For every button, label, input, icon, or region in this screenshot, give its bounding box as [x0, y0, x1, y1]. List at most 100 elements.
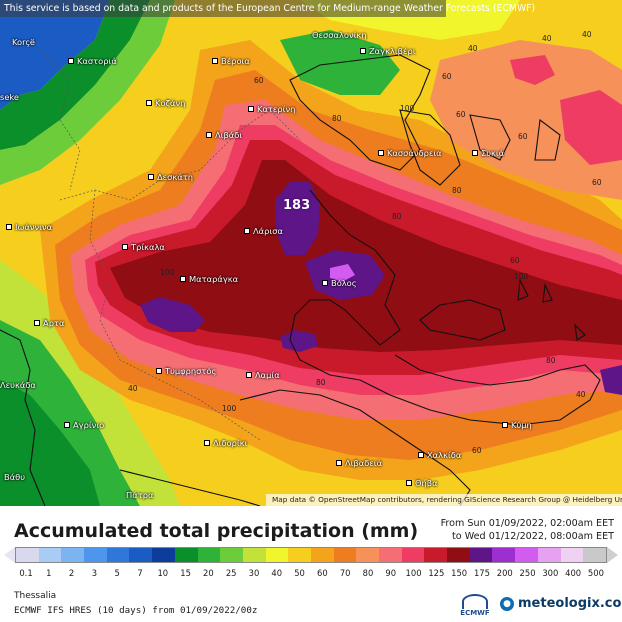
period-from: From Sun 01/09/2022, 02:00am EET [440, 518, 614, 529]
ecmwf-notice-banner: This service is based on data and produc… [0, 0, 535, 17]
city-marker: Λιδορίκι [204, 438, 247, 448]
city-label: Ζαγκλιβέρι [369, 46, 416, 56]
scale-bin [220, 548, 243, 562]
city-label: Καστοριά [77, 56, 117, 66]
region-name: Thessalia [14, 591, 57, 601]
city-dot [244, 228, 250, 234]
city-marker: Korçë [12, 37, 35, 47]
city-marker: seke [0, 92, 19, 102]
scale-tick-labels: 0.1 1 2 3 5 7 10 15 20 25 30 40 50 60 70 80 90 100 125 150 1… [15, 568, 607, 578]
scale-tick-label: 40 [271, 568, 283, 578]
city-dot [336, 460, 342, 466]
city-dot [146, 100, 152, 106]
city-label: seke [0, 92, 20, 102]
city-label: Θεσσαλονίκη [312, 30, 367, 40]
scale-tick-label: 25 [225, 568, 237, 578]
scale-tick-label: 250 [519, 568, 536, 578]
contour-label: 60 [510, 256, 520, 265]
color-scale [4, 547, 618, 563]
brand-name: meteologix.com [518, 596, 622, 611]
city-marker: Άρτα [34, 318, 64, 328]
contour-label: 80 [316, 378, 326, 387]
scale-tick-label: 100 [405, 568, 422, 578]
scale-bin [469, 548, 493, 562]
city-dot [6, 224, 12, 230]
city-marker: Πάτρα [126, 490, 153, 500]
city-marker: Λαμία [246, 370, 280, 380]
scale-tick-label: 300 [542, 568, 559, 578]
city-dot [64, 422, 70, 428]
city-marker: Βέροια [212, 56, 250, 66]
scale-bin [61, 548, 85, 562]
contour-label: 80 [392, 212, 402, 221]
scale-tick-label: 500 [587, 568, 604, 578]
contour-label: 40 [582, 30, 592, 39]
forecast-period: From Sun 01/09/2022, 02:00am EET to Wed … [441, 518, 614, 543]
scale-bin [288, 548, 311, 562]
contour-label: 40 [128, 384, 138, 393]
city-label: Korçë [12, 37, 35, 47]
city-marker: Λάρισα [244, 226, 283, 236]
contour-label: 40 [576, 390, 586, 399]
scale-tick-label: 60 [317, 568, 328, 578]
ecmwf-logo-icon [462, 594, 488, 609]
scale-bin [560, 548, 584, 562]
city-dot [68, 58, 74, 64]
scale-bin [401, 548, 425, 562]
scale-tick-label: 70 [339, 568, 351, 578]
city-label: Δεσκάτη [157, 172, 194, 182]
contour-label: 60 [442, 72, 452, 81]
scale-tick-label: 2 [68, 568, 75, 578]
city-label: Κασσάνδρεια [387, 148, 442, 158]
city-marker: Ζαγκλιβέρι [360, 46, 416, 56]
city-label: Ιωάννινα [15, 222, 53, 232]
city-marker: Συκιά [472, 148, 504, 158]
city-dot [246, 372, 252, 378]
city-marker: Θεσσαλονίκη [312, 30, 367, 40]
city-dot [322, 280, 328, 286]
scale-bin [242, 548, 266, 562]
scale-bin [16, 548, 39, 562]
scale-bin [537, 548, 561, 562]
city-marker: Χαλκίδα [418, 450, 461, 460]
city-marker: Λιβαδειά [336, 458, 382, 468]
scale-tick-label: 200 [496, 568, 513, 578]
scale-tick-label: 10 [157, 568, 169, 578]
scale-tick-label: 5 [114, 568, 120, 578]
city-marker: Καστοριά [68, 56, 117, 66]
scale-bin [129, 548, 153, 562]
city-dot [248, 106, 254, 112]
scale-tick-label: 50 [294, 568, 305, 578]
contour-label: 80 [452, 186, 462, 195]
contour-label: 60 [472, 446, 482, 455]
scale-tick-label: 0.1 [19, 568, 33, 578]
precipitation-map: This service is based on data and produc… [0, 0, 622, 506]
map-title: Accumulated total precipitation (mm) [14, 520, 419, 542]
city-marker: Λιβάδι [206, 130, 242, 140]
contour-label: 60 [592, 178, 602, 187]
city-dot [406, 480, 412, 486]
city-label: Τυμφρηστός [165, 366, 217, 376]
city-dot [122, 244, 128, 250]
city-label: Βέροια [221, 56, 250, 66]
contour-label: 60 [456, 110, 466, 119]
city-label: Τρίκαλα [131, 242, 165, 252]
scale-max-arrow-icon [607, 547, 618, 563]
meteologix-brand[interactable]: ● meteologix.com [500, 596, 622, 611]
scale-bin [424, 548, 448, 562]
scale-bin [379, 548, 402, 562]
scale-bin [515, 548, 538, 562]
city-marker: Ματαράγκα [180, 274, 238, 284]
contour-label: 40 [468, 44, 478, 53]
city-label: Κοζάνη [155, 98, 186, 108]
city-dot [206, 132, 212, 138]
model-run: ECMWF IFS HRES (10 days) from 01/09/2022… [14, 605, 258, 616]
city-dot [418, 452, 424, 458]
scale-bin [447, 548, 470, 562]
contour-label: 80 [546, 356, 556, 365]
city-label: Θήβα [415, 478, 438, 488]
scale-tick-label: 80 [362, 568, 374, 578]
scale-bin [356, 548, 379, 562]
city-marker: Κατερίνη [248, 104, 295, 114]
scale-bin [492, 548, 516, 562]
